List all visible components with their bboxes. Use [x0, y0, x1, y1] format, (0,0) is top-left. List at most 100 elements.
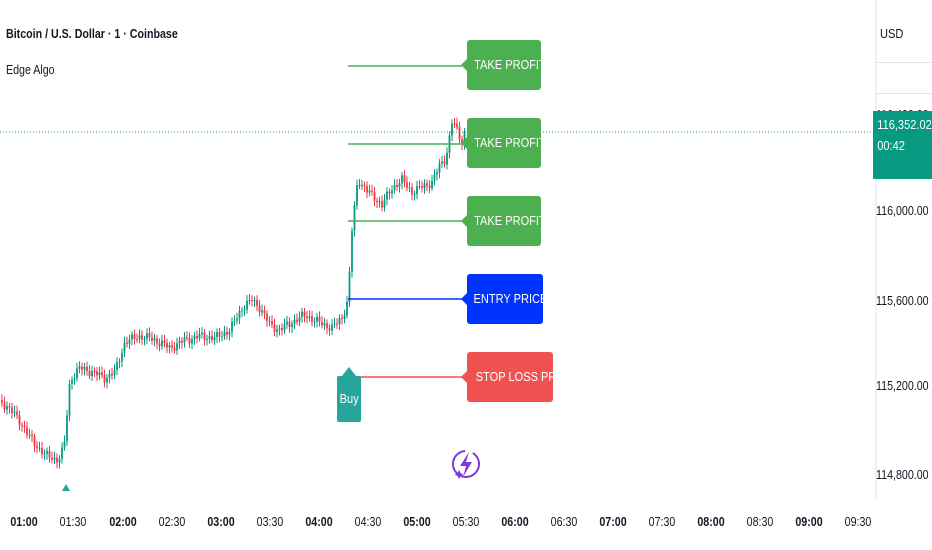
- candle-body: [353, 205, 356, 232]
- candle-body: [103, 374, 106, 383]
- candle-body: [393, 184, 396, 191]
- candle-body: [456, 123, 458, 127]
- candle-body: [23, 425, 26, 428]
- candle-body: [31, 434, 33, 437]
- candle-body: [346, 301, 348, 316]
- time-label: 07:00: [599, 514, 627, 529]
- take-profit-3-label[interactable]: TAKE PROFIT 3: [461, 40, 555, 90]
- candle-body: [251, 300, 253, 302]
- candle-body: [133, 334, 136, 340]
- candle-body: [336, 323, 338, 325]
- candle-body: [143, 338, 146, 340]
- candle-body: [138, 335, 141, 340]
- candle-body: [221, 336, 223, 338]
- price-label: 114,800.00: [876, 467, 929, 482]
- candle-body: [366, 186, 368, 193]
- symbol-title[interactable]: Bitcoin / U.S. Dollar · 1 · Coinbase: [6, 26, 178, 41]
- candle-body: [368, 190, 371, 193]
- candle-body: [261, 310, 263, 313]
- candle-body: [188, 337, 191, 344]
- time-label: 02:30: [158, 514, 186, 529]
- price-label: 116,000.00: [876, 203, 929, 218]
- candle-body: [28, 434, 31, 436]
- candle-body: [198, 333, 201, 339]
- candle-body: [218, 332, 221, 337]
- candle-body: [318, 316, 321, 322]
- candle-body: [326, 323, 328, 329]
- candle-body: [331, 324, 333, 331]
- candle-body: [173, 347, 176, 351]
- candle-body: [286, 321, 288, 325]
- time-label: 01:30: [59, 514, 87, 529]
- candle-body: [66, 415, 68, 442]
- entry-price-label[interactable]: ENTRY PRICE: [461, 274, 547, 324]
- candle-body: [356, 185, 358, 206]
- candle-body: [228, 331, 231, 335]
- candle-body: [13, 411, 16, 414]
- candle-body: [388, 191, 391, 194]
- candle-body: [283, 324, 286, 331]
- candle-body: [453, 123, 456, 125]
- candle-body: [328, 328, 331, 331]
- candle-body: [36, 446, 38, 448]
- candle-body: [48, 450, 51, 458]
- time-label: 08:00: [697, 514, 725, 529]
- stop-loss-label[interactable]: STOP LOSS PRICE: [461, 352, 575, 402]
- last-price-badge: 116,352.02 00:42: [873, 111, 932, 179]
- candle-body: [61, 447, 63, 459]
- candle-body: [363, 184, 366, 187]
- candle-body: [196, 335, 198, 339]
- candle-body: [58, 458, 61, 463]
- candle-body: [301, 311, 303, 318]
- indicator-name[interactable]: Edge Algo: [6, 62, 55, 77]
- candle-body: [441, 161, 443, 164]
- candle-body: [86, 366, 88, 372]
- buy-signal-tag: Buy: [337, 367, 361, 422]
- candle-body: [6, 406, 8, 410]
- candle-body: [343, 315, 346, 319]
- candle-body: [46, 450, 48, 454]
- take-profit-1-label[interactable]: TAKE PROFIT 1: [461, 196, 555, 246]
- candle-body: [111, 373, 113, 376]
- candle-body: [78, 366, 81, 369]
- candle-body: [241, 310, 243, 312]
- candle-body: [171, 345, 173, 348]
- time-label: 04:00: [305, 514, 333, 529]
- candle-body: [141, 335, 143, 340]
- lightning-bolt-icon[interactable]: [450, 441, 482, 487]
- time-label: 07:30: [648, 514, 676, 529]
- candle-body: [428, 185, 431, 189]
- time-label: 08:30: [746, 514, 774, 529]
- candle-body: [248, 300, 251, 302]
- candle-body: [73, 378, 76, 380]
- bar-countdown: 00:42: [877, 138, 905, 153]
- candle-body: [413, 194, 416, 196]
- candle-body: [186, 337, 188, 339]
- candle-body: [153, 338, 156, 341]
- candle-body: [296, 319, 298, 322]
- up-arrow-icon: [62, 484, 70, 491]
- time-label: 06:00: [501, 514, 529, 529]
- candle-body: [181, 340, 183, 343]
- candle-body: [201, 332, 203, 334]
- take-profit-2-label[interactable]: TAKE PROFIT 2: [461, 118, 555, 168]
- candle-body: [56, 457, 58, 463]
- candle-body: [416, 186, 418, 195]
- candle-body: [226, 331, 228, 335]
- candle-body: [98, 372, 101, 376]
- candle-body: [108, 373, 111, 378]
- currency-button[interactable]: USD: [880, 26, 904, 41]
- candle-body: [146, 333, 148, 339]
- candle-body: [11, 407, 13, 414]
- candle-body: [401, 175, 403, 184]
- candle-body: [21, 425, 23, 427]
- candle-body: [176, 343, 178, 351]
- scale-divider: [876, 62, 932, 63]
- candle-body: [266, 313, 268, 321]
- candle-body: [408, 187, 411, 189]
- candle-body: [271, 321, 273, 325]
- candle-body: [53, 457, 56, 460]
- candle-body: [206, 338, 208, 340]
